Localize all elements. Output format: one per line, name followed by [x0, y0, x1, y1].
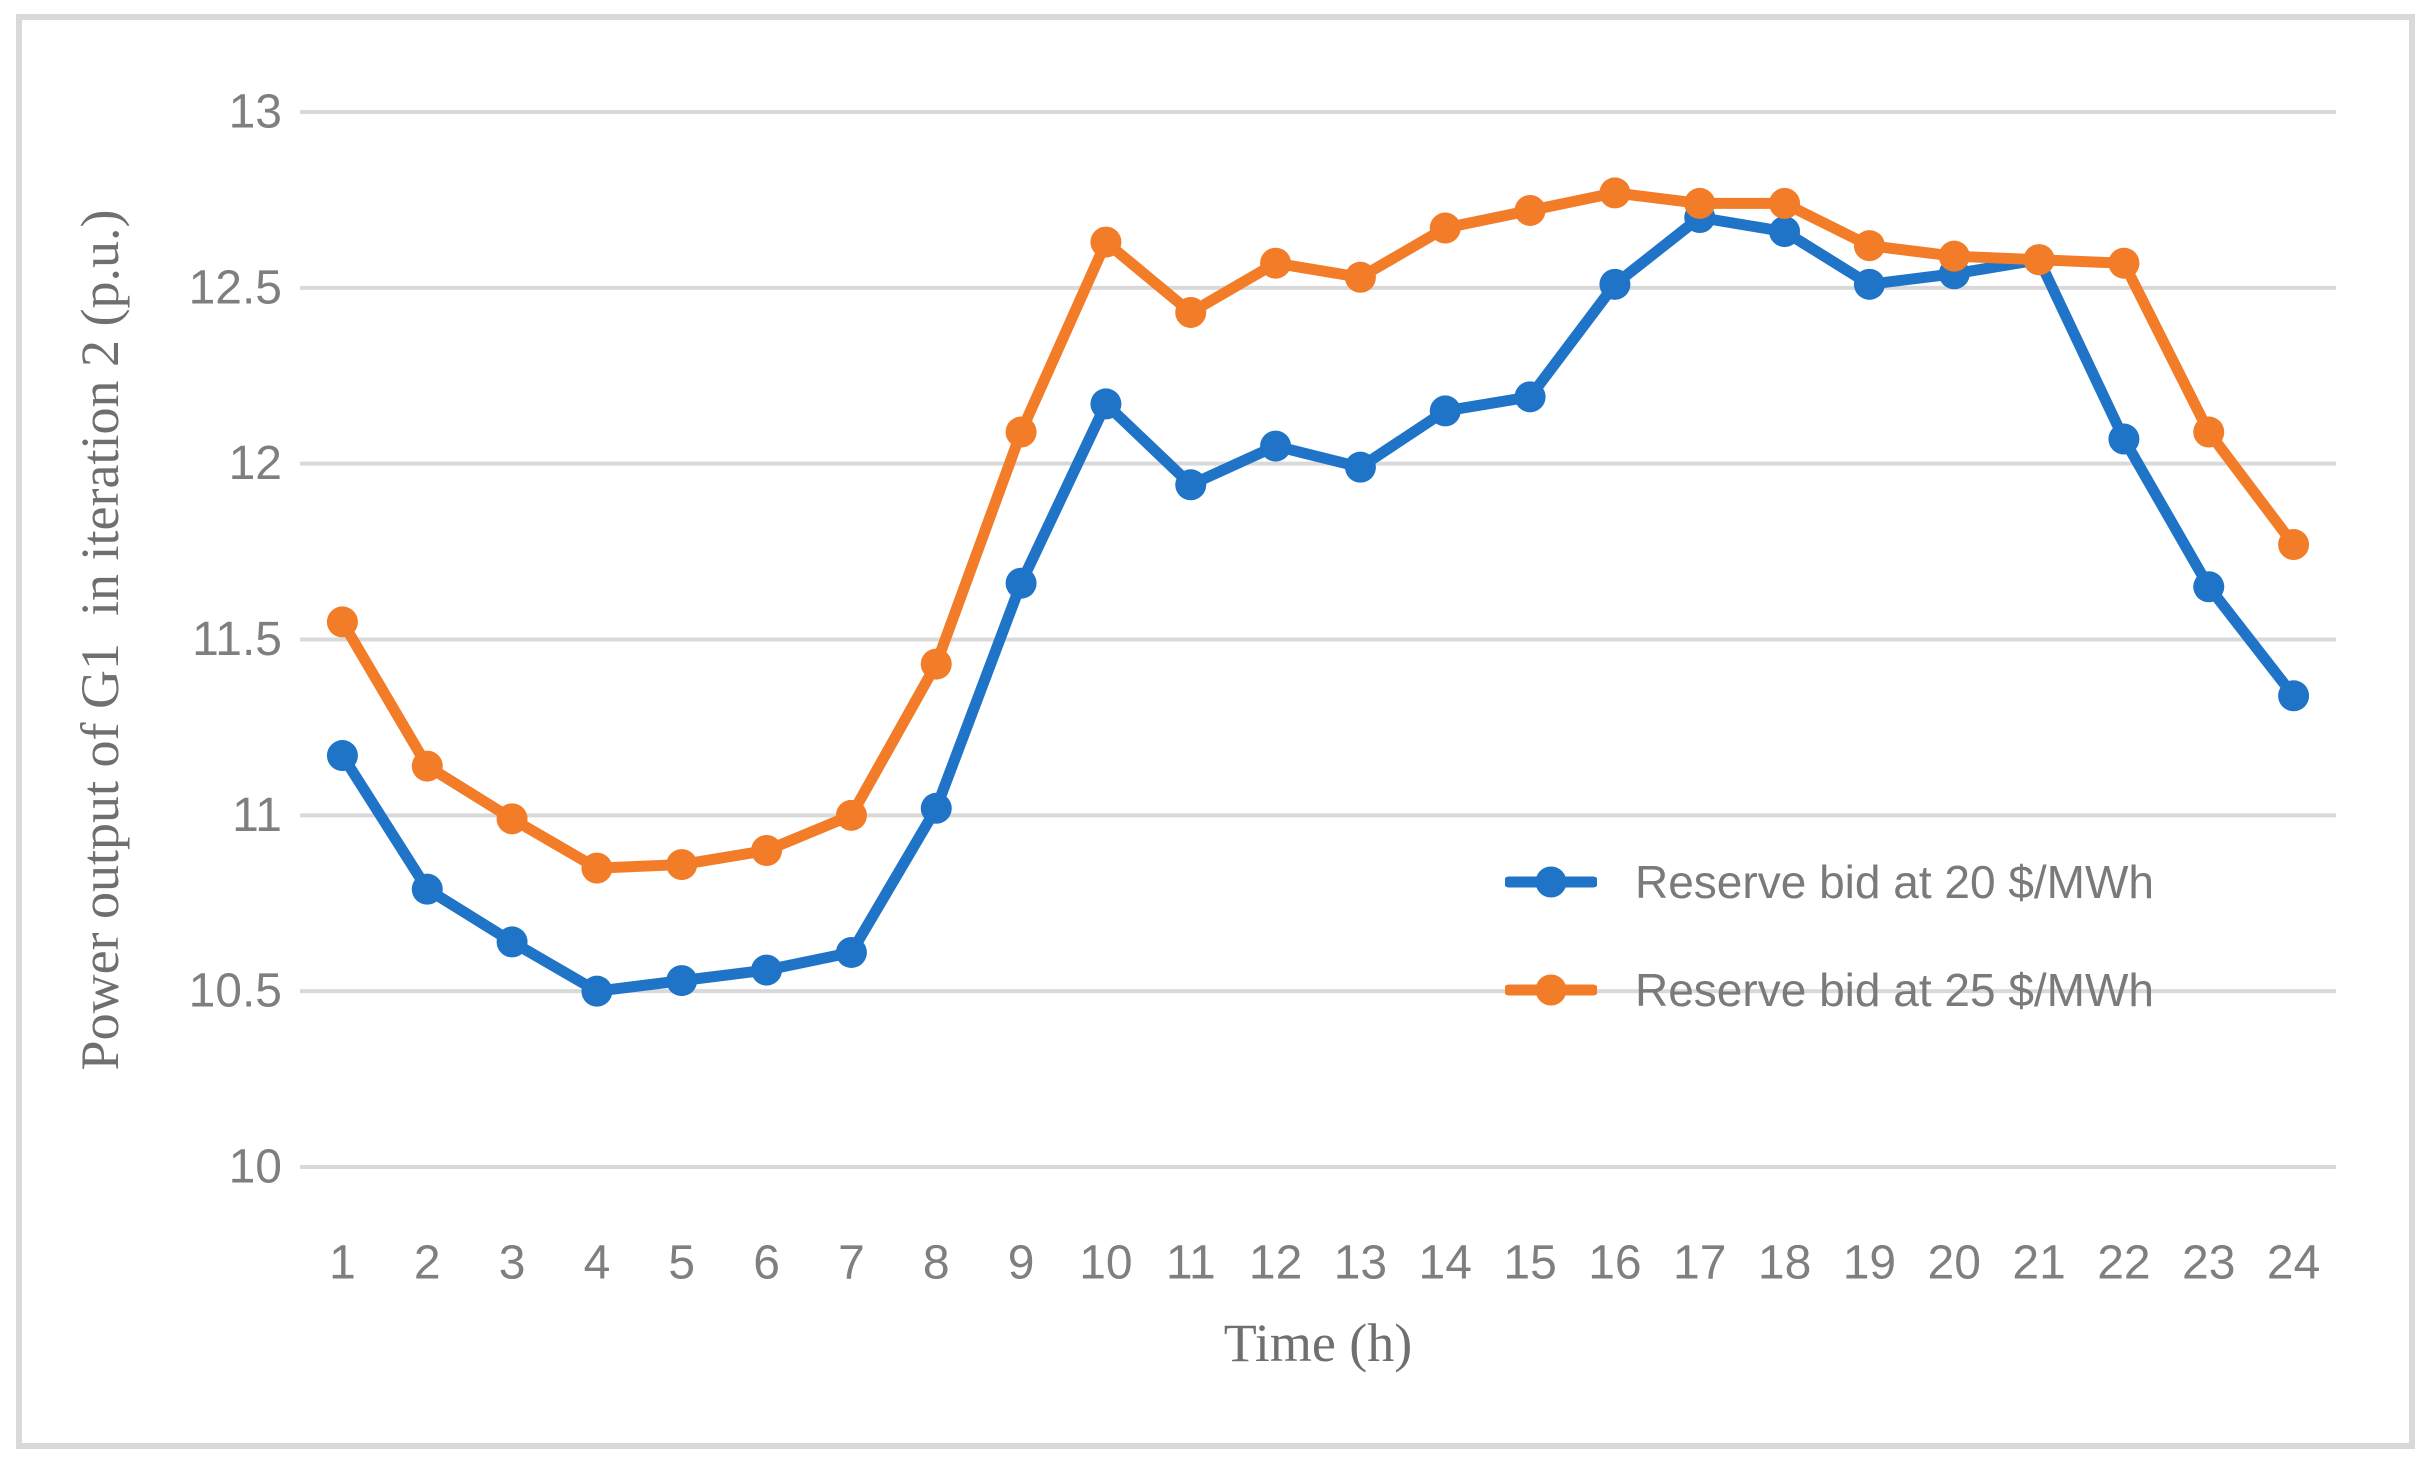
data-point-marker[interactable] [1344, 451, 1376, 483]
data-point-marker[interactable] [2108, 247, 2140, 279]
x-axis-title: Time (h) [1223, 1313, 1413, 1373]
data-point-marker[interactable] [1429, 212, 1461, 244]
x-tick-label: 5 [668, 1237, 695, 1290]
data-point-marker[interactable] [326, 606, 358, 638]
x-tick-label: 21 [2012, 1237, 2065, 1290]
data-point-marker[interactable] [2278, 529, 2310, 561]
x-tick-label: 11 [1166, 1237, 1216, 1290]
y-axis-title: Power output of G1 in iteration 2 (p.u.) [70, 209, 130, 1071]
data-point-marker[interactable] [1175, 469, 1207, 501]
y-tick-label: 10 [229, 1141, 282, 1194]
data-point-marker[interactable] [1769, 187, 1801, 219]
x-tick-label: 18 [1758, 1237, 1811, 1290]
y-tick-label: 11.5 [192, 613, 282, 666]
data-point-marker[interactable] [1260, 430, 1292, 462]
x-tick-label: 1 [329, 1237, 356, 1290]
data-point-marker[interactable] [1938, 240, 1970, 272]
data-point-marker[interactable] [2193, 416, 2225, 448]
x-tick-label: 22 [2097, 1237, 2150, 1290]
x-tick-label: 4 [584, 1237, 611, 1290]
data-point-marker[interactable] [1344, 261, 1376, 293]
legend-marker-line-dot-icon [1505, 866, 1597, 898]
y-tick-label: 12.5 [189, 261, 282, 314]
x-tick-label: 3 [499, 1237, 526, 1290]
data-point-marker[interactable] [1853, 268, 1885, 300]
x-tick-label: 8 [923, 1237, 950, 1290]
legend-marker-line-dot-icon [1505, 974, 1597, 1006]
legend: Reserve bid at 20 $/MWh Reserve bid at 2… [1505, 856, 2155, 1081]
data-point-marker[interactable] [1684, 187, 1716, 219]
x-tick-label: 14 [1419, 1237, 1472, 1290]
data-point-marker[interactable] [920, 792, 952, 824]
data-point-marker[interactable] [1853, 230, 1885, 262]
legend-label: Reserve bid at 20 $/MWh [1635, 856, 2155, 908]
x-tick-label: 23 [2182, 1237, 2235, 1290]
x-tick-label: 19 [1843, 1237, 1896, 1290]
data-point-marker[interactable] [496, 926, 528, 958]
data-point-marker[interactable] [2108, 423, 2140, 455]
x-tick-label: 6 [753, 1237, 780, 1290]
data-point-marker[interactable] [1260, 247, 1292, 279]
data-point-marker[interactable] [411, 873, 443, 905]
series-line-reserve-25[interactable] [336, 187, 2300, 874]
data-point-marker[interactable] [581, 852, 613, 884]
data-point-marker[interactable] [411, 750, 443, 782]
data-point-marker[interactable] [2023, 244, 2055, 276]
x-tick-label: 15 [1503, 1237, 1556, 1290]
x-tick-label: 7 [838, 1237, 865, 1290]
y-tick-label: 13 [229, 86, 282, 139]
data-point-marker[interactable] [1429, 395, 1461, 427]
data-point-marker[interactable] [751, 835, 783, 866]
y-tick-label: 11 [232, 789, 282, 842]
data-point-marker[interactable] [496, 803, 528, 835]
data-point-marker[interactable] [835, 799, 867, 831]
legend-item-reserve-20[interactable]: Reserve bid at 20 $/MWh [1505, 856, 2155, 908]
data-point-marker[interactable] [666, 965, 698, 997]
y-tick-label: 12 [229, 437, 282, 490]
data-point-marker[interactable] [666, 849, 698, 881]
data-point-marker[interactable] [1005, 416, 1037, 448]
data-point-marker[interactable] [1090, 226, 1122, 258]
x-tick-label: 13 [1334, 1237, 1387, 1290]
x-tick-label: 16 [1588, 1237, 1641, 1290]
legend-item-reserve-25[interactable]: Reserve bid at 25 $/MWh [1505, 964, 2155, 1016]
x-tick-label: 2 [414, 1237, 441, 1290]
data-point-marker[interactable] [1769, 216, 1801, 248]
data-point-marker[interactable] [1599, 177, 1631, 209]
data-point-marker[interactable] [2278, 680, 2310, 712]
data-point-marker[interactable] [1599, 268, 1631, 300]
x-tick-label: 9 [1008, 1237, 1035, 1290]
legend-label: Reserve bid at 25 $/MWh [1635, 964, 2155, 1016]
data-point-marker[interactable] [1090, 388, 1122, 420]
x-tick-label: 10 [1079, 1237, 1132, 1290]
data-point-marker[interactable] [326, 740, 358, 772]
data-point-marker[interactable] [2193, 571, 2225, 603]
data-point-marker[interactable] [920, 648, 952, 680]
x-tick-label: 17 [1673, 1237, 1726, 1290]
y-tick-label: 10.5 [189, 965, 282, 1018]
data-point-marker[interactable] [1175, 296, 1207, 328]
x-tick-label: 24 [2267, 1237, 2320, 1290]
data-point-marker[interactable] [1005, 567, 1037, 599]
data-point-marker[interactable] [1514, 194, 1546, 226]
x-tick-label: 20 [1928, 1237, 1981, 1290]
data-point-marker[interactable] [751, 954, 783, 986]
data-point-marker[interactable] [581, 975, 613, 1007]
data-point-marker[interactable] [835, 936, 867, 968]
data-point-marker[interactable] [1514, 381, 1546, 413]
x-tick-label: 12 [1249, 1237, 1302, 1290]
